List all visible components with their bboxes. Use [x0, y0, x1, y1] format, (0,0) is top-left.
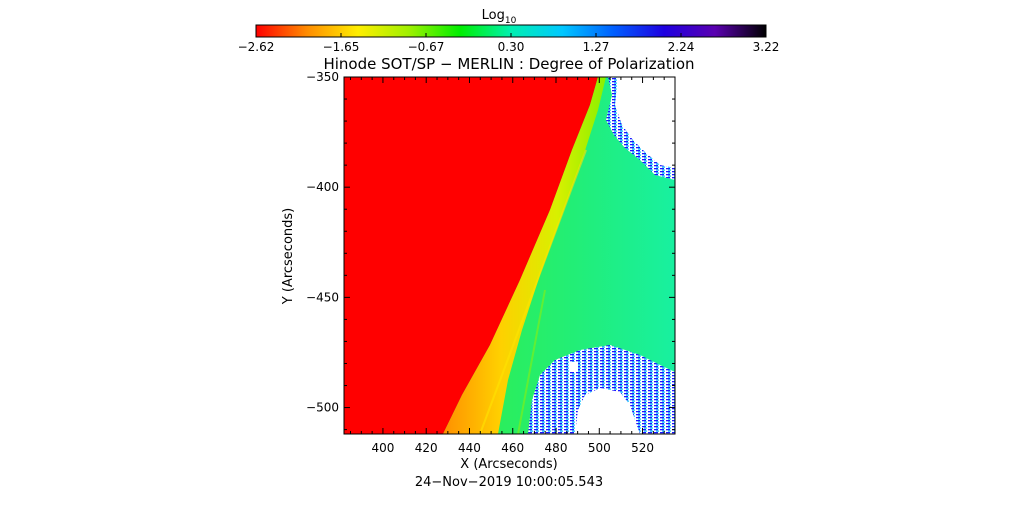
no-data-region-top-core — [615, 77, 675, 168]
chart-title: Hinode SOT/SP − MERLIN : Degree of Polar… — [323, 55, 694, 73]
x-axis: 400 420 440 460 480 500 520 — [349, 77, 676, 455]
timestamp: 24−Nov−2019 10:00:05.543 — [415, 475, 603, 490]
heatmap-limb-band — [443, 77, 606, 434]
no-data-speck — [570, 362, 578, 372]
x-tick-label: 520 — [631, 441, 654, 455]
y-tick-label: −400 — [306, 180, 339, 194]
limb-faint-line-1 — [479, 149, 587, 434]
limb-faint-line-2 — [517, 289, 546, 434]
colorbar-tick-label: 0.30 — [498, 40, 525, 54]
x-tick-label: 420 — [415, 441, 438, 455]
colorbar-label: Log10 — [482, 8, 517, 26]
colorbar-tick-label: 1.27 — [583, 40, 610, 54]
y-axis: −350 −400 −450 −500 — [306, 70, 675, 431]
y-axis-label: Y (Arcseconds) — [281, 208, 296, 305]
x-tick-label: 500 — [588, 441, 611, 455]
colorbar-ticks: −2.62 −1.65 −0.67 0.30 1.27 2.24 3.22 — [238, 33, 780, 54]
colorbar-tick-label: −1.65 — [323, 40, 360, 54]
colorbar-label-sub: 10 — [505, 16, 517, 26]
x-tick-label: 400 — [371, 441, 394, 455]
x-tick-label: 460 — [501, 441, 524, 455]
y-tick-label: −450 — [306, 290, 339, 304]
y-tick-label: −500 — [306, 401, 339, 415]
plot-area — [344, 77, 675, 434]
colorbar-tick-label: −0.67 — [408, 40, 445, 54]
colorbar-tick-label: 3.22 — [753, 40, 780, 54]
colorbar: Log10 −2.62 −1.65 −0.67 0.30 1.27 2.24 3.22 — [238, 8, 780, 54]
x-axis-label: X (Arcseconds) — [460, 457, 557, 472]
no-data-region-bottom-core — [575, 388, 640, 434]
colorbar-tick-label: 2.24 — [668, 40, 695, 54]
colorbar-tick-label: −2.62 — [238, 40, 275, 54]
y-tick-label: −350 — [306, 70, 339, 84]
plot-frame — [343, 76, 676, 435]
colorbar-label-base: Log — [482, 8, 505, 23]
heatmap-low-polarization-region — [344, 77, 598, 434]
x-tick-label: 480 — [545, 441, 568, 455]
x-tick-label: 440 — [458, 441, 481, 455]
